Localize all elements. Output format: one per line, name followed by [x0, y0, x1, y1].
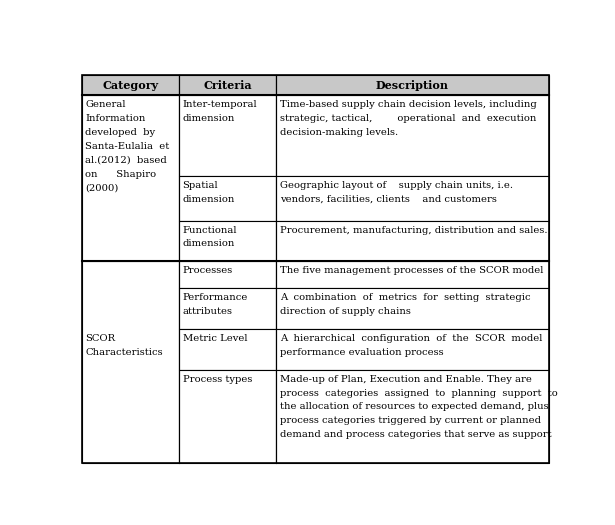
- Bar: [179, 220, 276, 261]
- Text: Metric Level: Metric Level: [183, 334, 247, 343]
- Text: Description: Description: [376, 80, 449, 91]
- Text: Processes: Processes: [183, 266, 233, 275]
- Bar: [276, 96, 549, 176]
- Text: The five management processes of the SCOR model: The five management processes of the SCO…: [280, 266, 543, 275]
- Bar: [82, 96, 179, 261]
- Bar: [82, 75, 179, 96]
- Text: SCOR
Characteristics: SCOR Characteristics: [85, 334, 163, 357]
- Bar: [82, 261, 179, 463]
- Bar: [179, 288, 276, 329]
- Text: Spatial
dimension: Spatial dimension: [183, 181, 235, 204]
- Text: Performance
attributes: Performance attributes: [183, 293, 248, 316]
- Text: Functional
dimension: Functional dimension: [183, 226, 237, 248]
- Text: Inter-temporal
dimension: Inter-temporal dimension: [183, 100, 257, 123]
- Bar: [179, 96, 276, 176]
- Text: Category: Category: [102, 80, 158, 91]
- Bar: [276, 220, 549, 261]
- Bar: [179, 176, 276, 220]
- Bar: [179, 329, 276, 370]
- Text: Criteria: Criteria: [203, 80, 252, 91]
- Text: A  combination  of  metrics  for  setting  strategic
direction of supply chains: A combination of metrics for setting str…: [280, 293, 530, 316]
- Bar: [276, 261, 549, 288]
- Text: Process types: Process types: [183, 375, 252, 384]
- Bar: [276, 176, 549, 220]
- Bar: [276, 288, 549, 329]
- Bar: [179, 370, 276, 463]
- Text: Geographic layout of    supply chain units, i.e.
vendors, facilities, clients   : Geographic layout of supply chain units,…: [280, 181, 513, 204]
- Bar: [276, 370, 549, 463]
- Text: Procurement, manufacturing, distribution and sales.: Procurement, manufacturing, distribution…: [280, 226, 547, 235]
- Bar: [276, 75, 549, 96]
- Text: A  hierarchical  configuration  of  the  SCOR  model
performance evaluation proc: A hierarchical configuration of the SCOR…: [280, 334, 542, 357]
- Text: General
Information
developed  by
Santa-Eulalia  et
al.(2012)  based
on      Sha: General Information developed by Santa-E…: [85, 100, 170, 193]
- Bar: [179, 75, 276, 96]
- Text: Made-up of Plan, Execution and Enable. They are
process  categories  assigned  t: Made-up of Plan, Execution and Enable. T…: [280, 375, 558, 439]
- Bar: [276, 329, 549, 370]
- Text: Time-based supply chain decision levels, including
strategic, tactical,        o: Time-based supply chain decision levels,…: [280, 100, 536, 137]
- Bar: [179, 261, 276, 288]
